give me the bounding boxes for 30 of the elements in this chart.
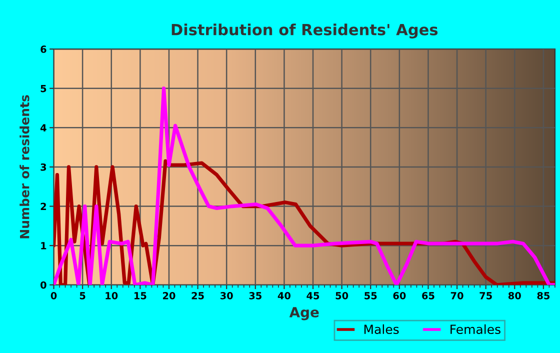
x-tick-label: 15 [134, 292, 146, 300]
x-tick-label: 45 [306, 292, 320, 300]
legend-label: Females [450, 324, 500, 334]
y-tick-label: 5 [40, 84, 46, 92]
x-axis-title: Age [289, 307, 319, 320]
x-tick-label: 25 [192, 292, 204, 300]
x-tick-label: 65 [422, 292, 434, 300]
x-tick-label: 50 [336, 292, 348, 300]
x-tick-label: 35 [249, 292, 262, 300]
x-tick-label: 40 [278, 292, 290, 300]
x-tick-label: 0 [50, 292, 57, 300]
y-tick-label: 1 [41, 242, 46, 250]
x-tick-label: 5 [80, 292, 86, 300]
y-tick-label: 2 [40, 202, 46, 210]
chart-title: Distribution of Residents' Ages [172, 24, 438, 38]
x-tick-label: 10 [106, 292, 118, 300]
legend-label: Males [364, 324, 399, 334]
y-tick-label: 6 [40, 46, 46, 53]
x-tick-label: 85 [537, 292, 550, 300]
y-tick-label: 4 [40, 124, 46, 132]
x-tick-label: 75 [480, 292, 492, 300]
y-tick-label: 3 [40, 163, 46, 171]
x-tick-label: 80 [508, 292, 521, 300]
x-tick-label: 60 [393, 292, 406, 300]
x-tick-label: 55 [364, 292, 377, 300]
y-tick-label: 0 [40, 281, 46, 289]
y-axis-title: Number of residents [20, 95, 30, 238]
x-tick-label: 20 [162, 292, 176, 300]
x-tick-label: 70 [450, 292, 464, 300]
x-tick-label: 30 [220, 292, 233, 300]
